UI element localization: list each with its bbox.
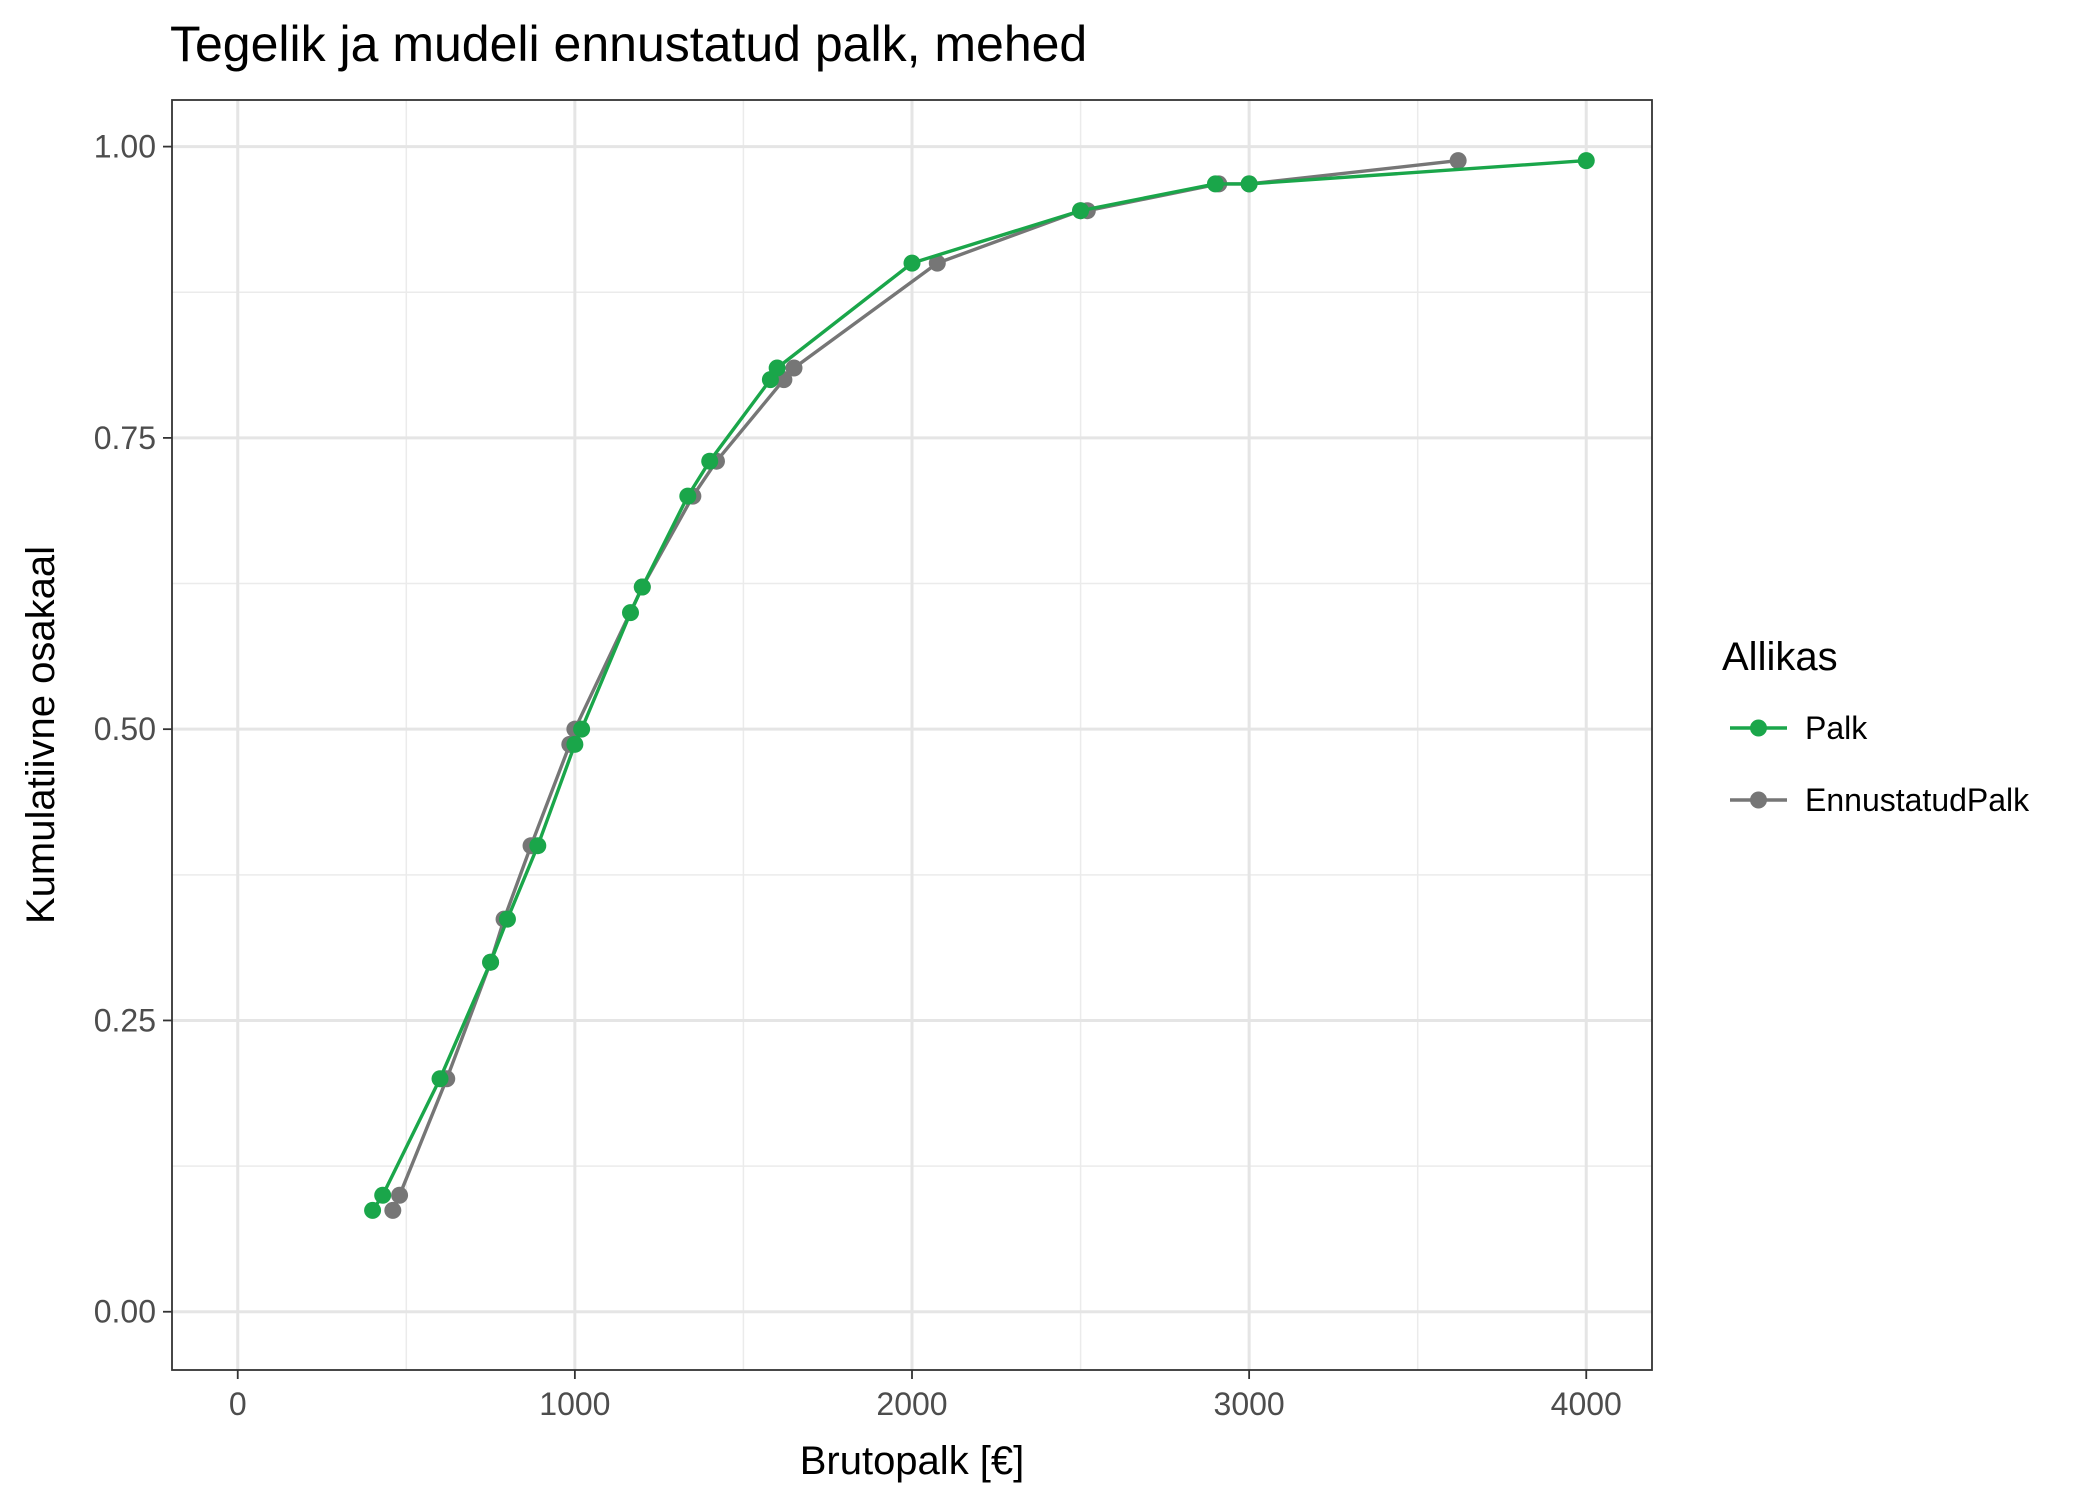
legend-label: Palk xyxy=(1805,710,1868,746)
data-point-palk xyxy=(566,735,584,753)
x-axis-title: Brutopalk [€] xyxy=(800,1439,1025,1483)
data-point-ennustatudpalk xyxy=(1449,152,1467,170)
series-layer xyxy=(364,152,1595,1219)
legend-item-ennustatudpalk: EnnustatudPalk xyxy=(1730,782,2030,818)
y-axis: 0.00 0.25 0.50 0.75 1.00 xyxy=(94,129,172,1330)
legend-item-palk: Palk xyxy=(1730,710,1868,746)
data-point-palk xyxy=(768,359,786,377)
x-tick-label: 1000 xyxy=(539,1386,610,1422)
data-point-palk xyxy=(431,1070,449,1088)
x-axis: 0 1000 2000 3000 4000 xyxy=(229,1370,1622,1422)
data-point-palk xyxy=(1240,175,1258,193)
series-palk xyxy=(364,152,1595,1219)
legend-key-point xyxy=(1750,791,1767,809)
data-point-palk xyxy=(364,1201,382,1219)
x-tick-label: 3000 xyxy=(1214,1386,1285,1422)
data-point-ennustatudpalk xyxy=(785,359,803,377)
data-point-palk xyxy=(903,254,921,272)
data-point-palk xyxy=(1072,202,1090,220)
data-point-palk xyxy=(633,578,651,596)
y-tick-label: 0.50 xyxy=(94,711,156,747)
data-point-ennustatudpalk xyxy=(384,1201,402,1219)
data-point-palk xyxy=(621,604,639,622)
data-point-palk xyxy=(529,837,547,855)
chart-title: Tegelik ja mudeli ennustatud palk, mehed xyxy=(170,16,1087,72)
x-tick-label: 0 xyxy=(229,1386,247,1422)
data-point-palk xyxy=(573,720,591,738)
y-tick-label: 0.75 xyxy=(94,420,156,456)
data-point-palk xyxy=(482,953,500,971)
data-point-ennustatudpalk xyxy=(391,1186,409,1204)
x-tick-label: 2000 xyxy=(876,1386,947,1422)
y-tick-label: 0.25 xyxy=(94,1002,156,1038)
data-point-palk xyxy=(1206,175,1224,193)
y-axis-title: Kumulatiivne osakaal xyxy=(19,546,63,924)
y-tick-label: 1.00 xyxy=(94,129,156,165)
x-tick-label: 4000 xyxy=(1551,1386,1622,1422)
data-point-palk xyxy=(374,1186,392,1204)
data-point-palk xyxy=(679,487,697,505)
data-point-palk xyxy=(1577,152,1595,170)
legend-key-point xyxy=(1750,719,1767,737)
data-point-ennustatudpalk xyxy=(928,254,946,272)
data-point-palk xyxy=(498,910,516,928)
legend-title: Allikas xyxy=(1722,635,1838,679)
legend: Allikas Palk EnnustatudPalk xyxy=(1722,635,2030,818)
data-point-palk xyxy=(701,452,719,470)
legend-label: EnnustatudPalk xyxy=(1805,782,2030,818)
y-tick-label: 0.00 xyxy=(94,1294,156,1330)
